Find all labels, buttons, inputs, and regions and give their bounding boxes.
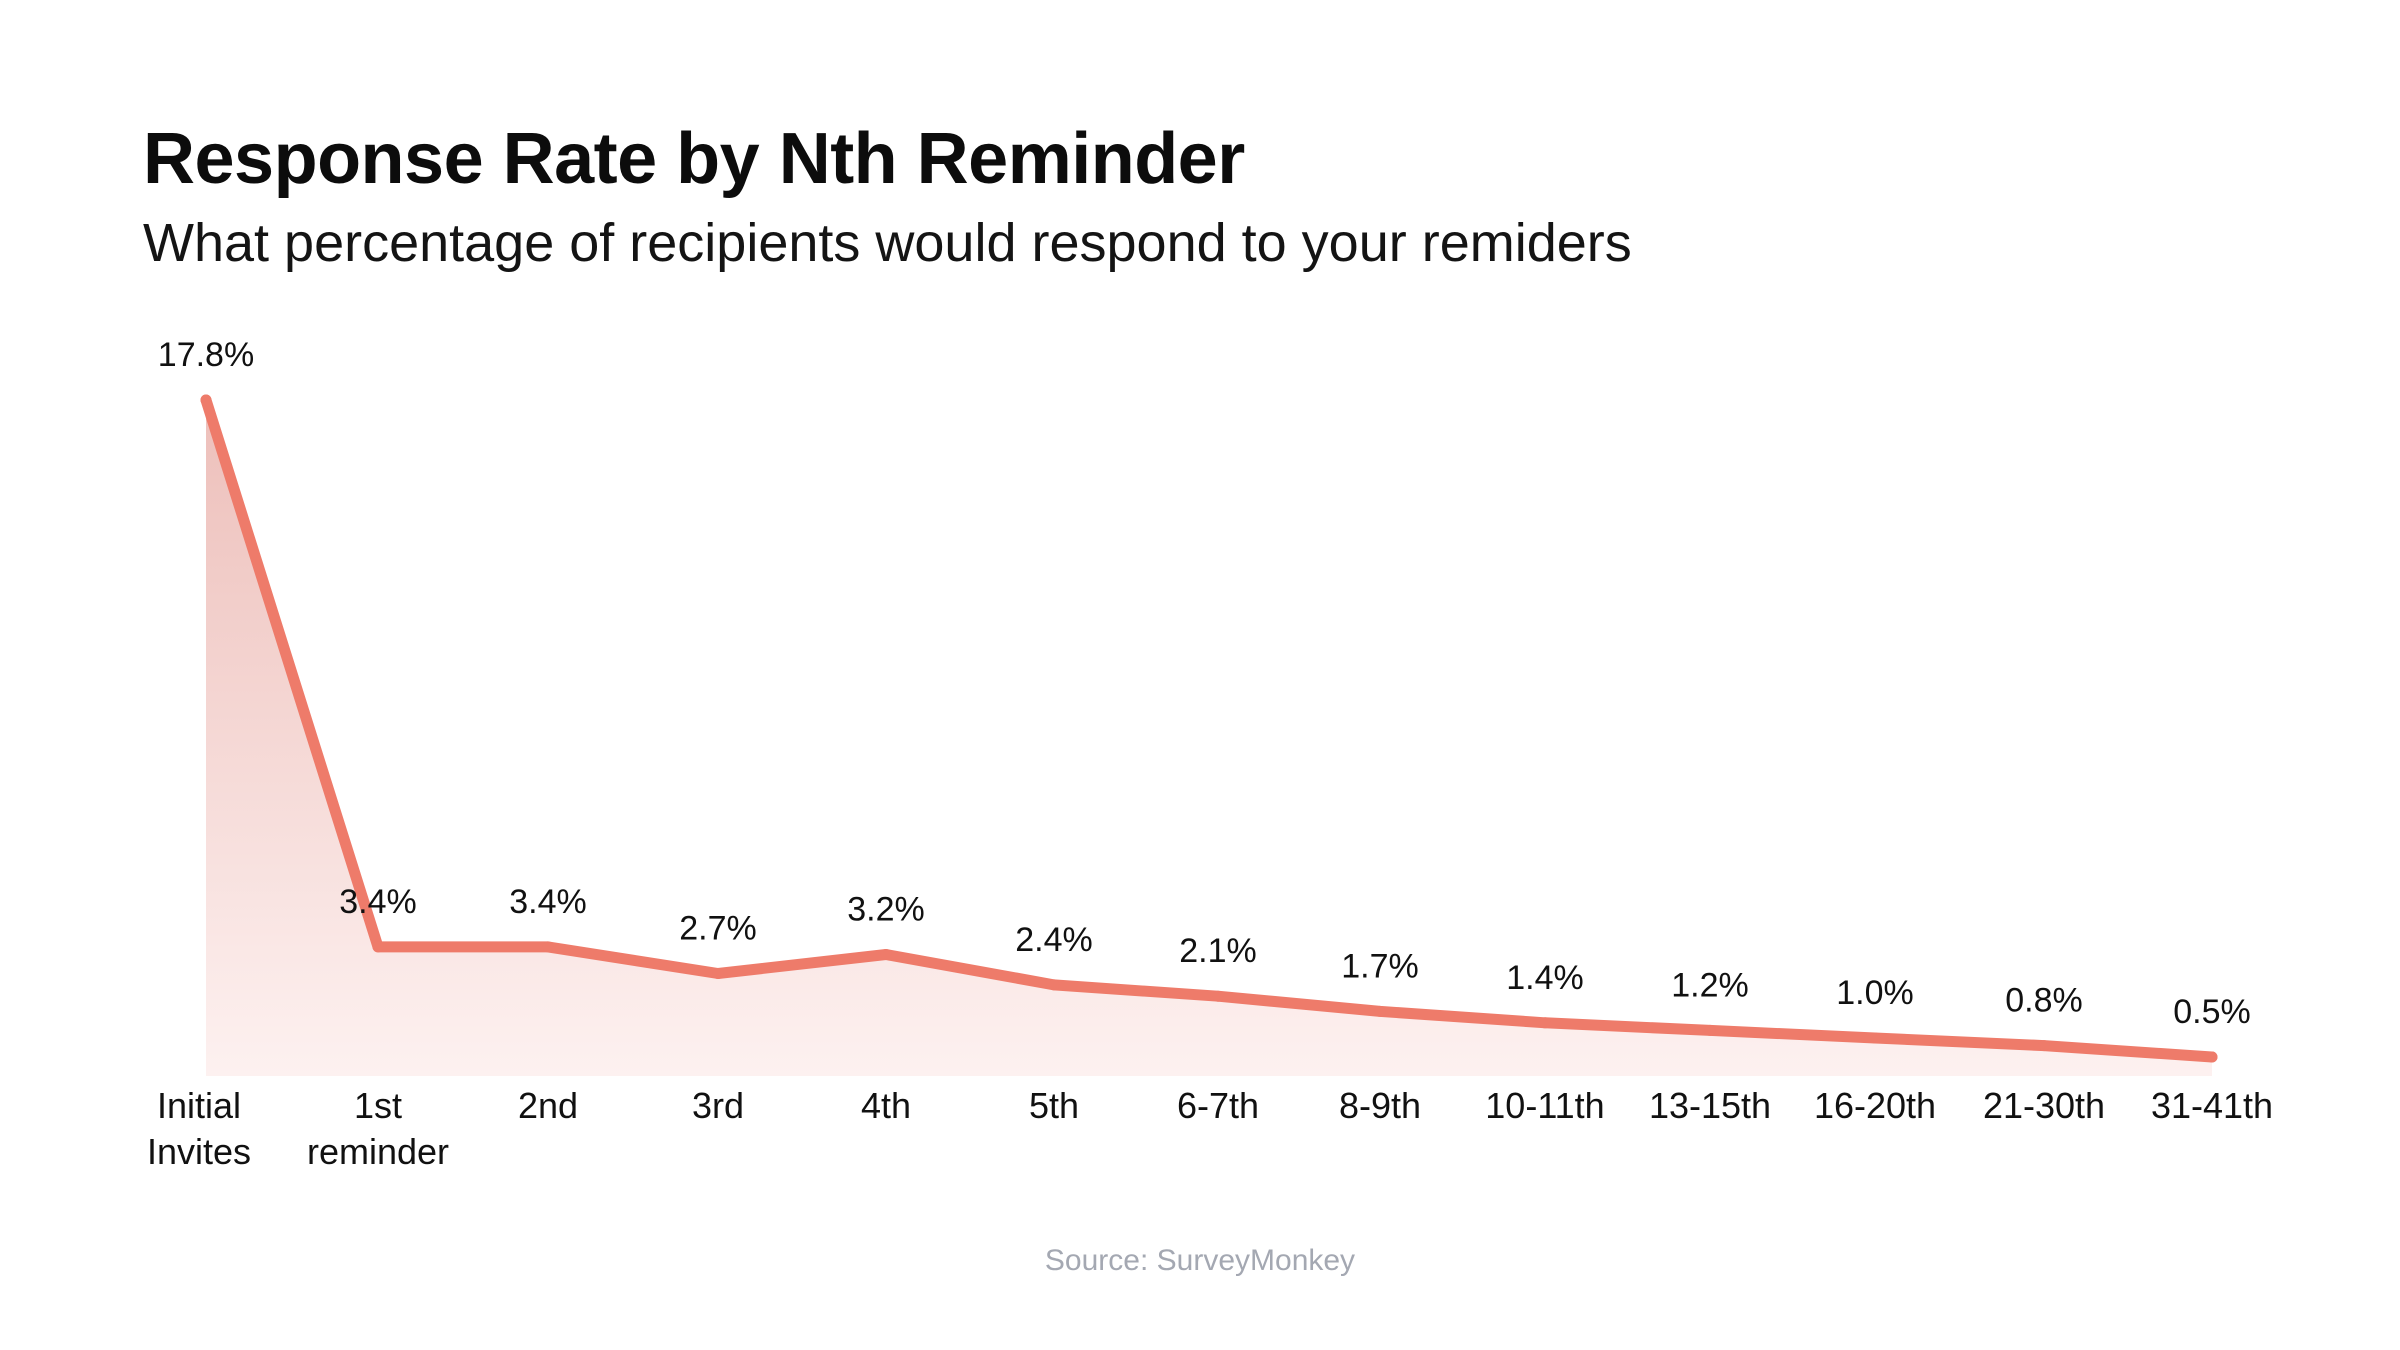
x-tick-label: 5th (1029, 1085, 1079, 1126)
x-tick-label: 4th (861, 1085, 911, 1126)
chart-subtitle: What percentage of recipients would resp… (143, 213, 1632, 273)
data-point (1212, 990, 1224, 1002)
x-tick-label: 21-30th (1983, 1085, 2105, 1126)
chart-title: Response Rate by Nth Reminder (143, 119, 1245, 199)
area-fill (206, 400, 2212, 1076)
data-label: 3.4% (339, 883, 417, 921)
data-label: 0.5% (2173, 993, 2251, 1031)
x-tick-label: Initial Invites (147, 1085, 251, 1172)
data-point (712, 968, 724, 979)
data-point (372, 941, 384, 953)
data-label: 1.2% (1671, 966, 1749, 1004)
data-point (2206, 1051, 2218, 1063)
data-point (1374, 1005, 1386, 1017)
data-label: 2.1% (1179, 932, 1257, 970)
x-tick-label: 8-9th (1339, 1085, 1421, 1126)
data-point (2038, 1040, 2050, 1052)
x-tick-label: 31-41th (2151, 1085, 2273, 1126)
x-tick-label: 2nd (518, 1085, 578, 1126)
source-note: Source: SurveyMonkey (1044, 1244, 1356, 1277)
data-label: 1.4% (1506, 959, 1584, 997)
line-layer (200, 394, 2218, 1063)
data-point (1869, 1032, 1881, 1044)
x-tick-label: 3rd (692, 1085, 744, 1126)
data-label: 2.7% (679, 910, 757, 948)
x-tick-label: 10-11th (1485, 1085, 1604, 1126)
data-label: 17.8% (158, 336, 254, 374)
data-point (200, 394, 212, 406)
data-label: 1.7% (1341, 947, 1419, 985)
data-point (880, 949, 892, 960)
data-label: 2.4% (1015, 921, 1093, 959)
data-label: 3.4% (509, 883, 587, 921)
x-tick-label: 13-15th (1649, 1085, 1771, 1126)
x-tick-label: 16-20th (1814, 1085, 1936, 1126)
data-point (1048, 979, 1060, 991)
data-label: 0.8% (2005, 982, 2083, 1020)
value-label-layer: 17.8% 3.4% 3.4% 2.7% 3.2% 2.4% 2.1% 1.7% 1.4% 1.2… (158, 336, 2251, 1031)
data-label: 1.0% (1836, 974, 1914, 1012)
data-label: 3.2% (847, 891, 925, 929)
data-point (542, 941, 554, 953)
data-point (1704, 1024, 1716, 1036)
x-tick-label: 6-7th (1177, 1085, 1259, 1126)
x-axis-tick-labels: Initial Invites 1st reminder 2nd 3rd 4th 5th 6-7… (147, 1085, 2273, 1172)
x-tick-label: 1st reminder (307, 1085, 449, 1172)
area-layer (206, 400, 2212, 1076)
data-point (1539, 1017, 1551, 1029)
